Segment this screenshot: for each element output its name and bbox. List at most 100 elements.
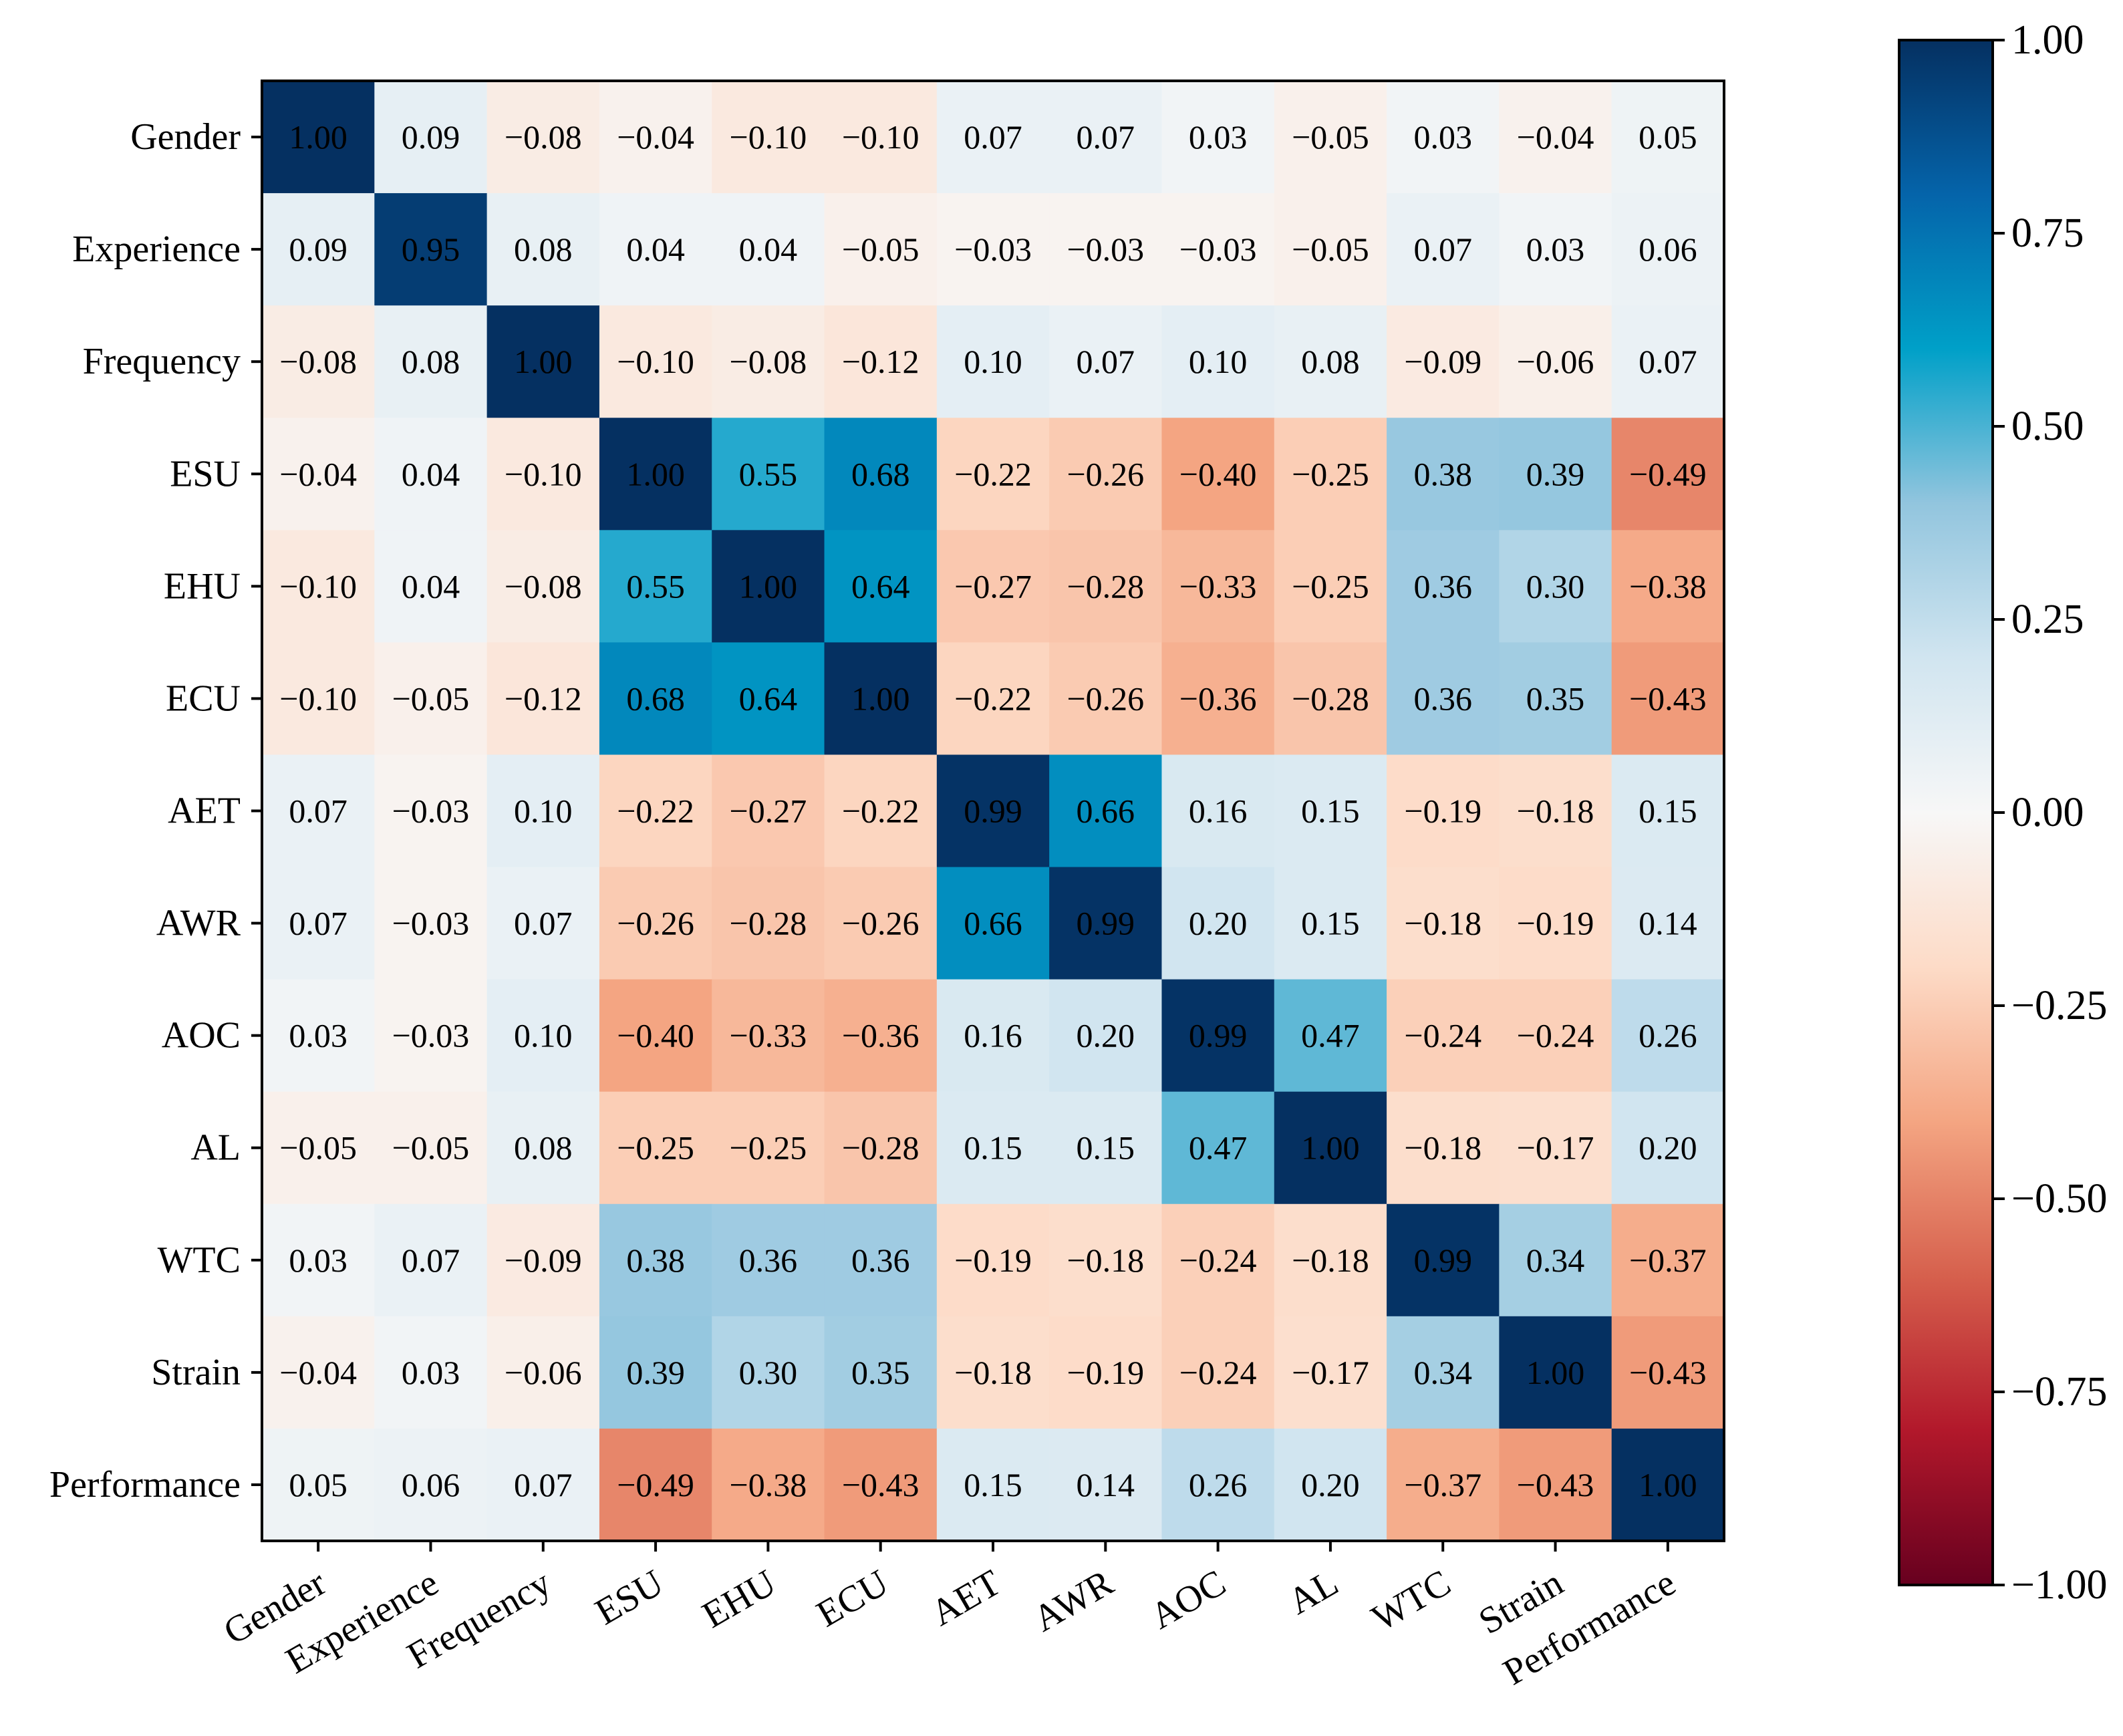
heatmap-cell-label: −0.28 (1292, 680, 1369, 717)
heatmap-cell (599, 642, 712, 756)
heatmap-cell (936, 867, 1050, 980)
heatmap-cell (1499, 867, 1612, 980)
heatmap-cell-label: −0.19 (1067, 1354, 1144, 1391)
x-tick-label: AOC (1143, 1562, 1232, 1638)
heatmap-cell (1611, 642, 1725, 756)
heatmap-cell (1387, 1203, 1500, 1317)
heatmap-cell (1611, 1091, 1725, 1205)
heatmap-cell (262, 418, 375, 531)
heatmap-cell (1274, 1203, 1387, 1317)
heatmap-cell-label: 0.47 (1301, 1017, 1360, 1054)
heatmap-cell-label: 0.15 (1077, 1129, 1135, 1167)
heatmap-cell (1387, 979, 1500, 1093)
heatmap-cell-label: 1.00 (1301, 1129, 1360, 1167)
heatmap-cell-label: −0.19 (1404, 792, 1481, 830)
heatmap-cell-label: 1.00 (1639, 1466, 1697, 1503)
heatmap-cell-label: 0.66 (1077, 792, 1135, 830)
heatmap-cell-label: 0.39 (1526, 455, 1585, 492)
heatmap-cell-label: 0.09 (402, 118, 460, 156)
heatmap-cell-label: 0.08 (514, 1129, 573, 1167)
heatmap-cell-label: −0.18 (1292, 1242, 1369, 1279)
heatmap-cell (1387, 193, 1500, 306)
heatmap-cell-label: 0.07 (964, 118, 1022, 156)
heatmap-cell-label: −0.08 (730, 343, 807, 380)
heatmap-cell (486, 754, 600, 868)
heatmap-cell (486, 1091, 600, 1205)
heatmap-cell-labels: 1.00 0.09 −0.08 −0.04 −0.10 −0.10 0.07 0.07 0.03… (279, 118, 1706, 1503)
heatmap-cell-label: 0.03 (402, 1354, 460, 1391)
heatmap-cell (486, 81, 600, 194)
heatmap-cell (1499, 305, 1612, 418)
y-tick-label: ECU (166, 678, 241, 719)
heatmap-cell (1049, 81, 1163, 194)
heatmap-cell-label: −0.25 (1292, 455, 1369, 492)
y-tick-label: Frequency (83, 341, 241, 382)
heatmap-cell (712, 81, 825, 194)
heatmap-cell (262, 81, 375, 194)
heatmap-cell (1499, 1428, 1612, 1542)
heatmap-cell (936, 193, 1050, 306)
heatmap-cell-label: 0.08 (1301, 343, 1360, 380)
heatmap-cell-label: −0.22 (954, 680, 1032, 717)
heatmap-cell (1274, 1428, 1387, 1542)
heatmap-cell (1611, 754, 1725, 868)
heatmap-cell (936, 305, 1050, 418)
heatmap-cell (824, 81, 938, 194)
x-tick-label: WTC (1365, 1562, 1458, 1640)
y-tick-label: AET (168, 790, 241, 832)
colorbar-tick-label: 1.00 (2011, 17, 2084, 63)
heatmap-cell (262, 305, 375, 418)
heatmap-cell (374, 305, 488, 418)
heatmap-cell (1161, 1203, 1275, 1317)
heatmap-cell (486, 867, 600, 980)
heatmap-cell-label: −0.38 (1629, 567, 1707, 605)
heatmap-cell-label: 0.26 (1639, 1017, 1697, 1054)
heatmap-cell (599, 979, 712, 1093)
heatmap-cell (1387, 1316, 1500, 1429)
heatmap-cell (1499, 979, 1612, 1093)
heatmap-cell (712, 867, 825, 980)
heatmap-cell (486, 979, 600, 1093)
heatmap-cell-label: 0.38 (1413, 455, 1472, 492)
heatmap-cell (1499, 418, 1612, 531)
heatmap-cell-label: −0.05 (279, 1129, 357, 1167)
heatmap-cell (1499, 642, 1612, 756)
heatmap-cell (1611, 305, 1725, 418)
heatmap-cell-label: −0.04 (279, 1354, 357, 1391)
x-tick-label: EHU (696, 1562, 783, 1636)
y-tick-label: AOC (162, 1015, 241, 1056)
heatmap-cell-label: 0.20 (1189, 905, 1248, 942)
heatmap-cell-label: 0.15 (964, 1466, 1022, 1503)
heatmap-cell (599, 867, 712, 980)
heatmap-cell-label: −0.10 (730, 118, 807, 156)
heatmap-cell-label: −0.28 (1067, 567, 1144, 605)
y-tick-label: AL (190, 1127, 241, 1169)
heatmap-cell-label: −0.22 (954, 455, 1032, 492)
heatmap-cell-label: −0.43 (842, 1466, 919, 1503)
heatmap-cell-label: −0.03 (954, 231, 1032, 268)
heatmap-cell (1611, 193, 1725, 306)
heatmap-cell-label: −0.33 (730, 1017, 807, 1054)
heatmap-cell-label: 0.04 (402, 455, 460, 492)
heatmap-cell (599, 1428, 712, 1542)
heatmap-cell-label: −0.10 (842, 118, 919, 156)
heatmap-cell-label: 0.07 (514, 1466, 573, 1503)
heatmap-cell-label: 0.55 (626, 567, 685, 605)
heatmap-cell (1274, 754, 1387, 868)
heatmap-cell-label: −0.10 (505, 455, 582, 492)
heatmap-cell (486, 305, 600, 418)
heatmap-cell (374, 81, 488, 194)
y-tick-label: WTC (158, 1240, 241, 1281)
heatmap-cell (262, 1203, 375, 1317)
heatmap-cell (1161, 418, 1275, 531)
heatmap-cell-label: 0.06 (1639, 231, 1697, 268)
heatmap-cell (1387, 867, 1500, 980)
heatmap-cell (712, 642, 825, 756)
heatmap-cell-label: 0.16 (964, 1017, 1022, 1054)
heatmap-cell (1161, 305, 1275, 418)
heatmap-cell-label: −0.10 (279, 680, 357, 717)
heatmap-cell-label: 0.04 (402, 567, 460, 605)
heatmap-cell-label: 0.35 (851, 1354, 910, 1391)
heatmap-cell (374, 530, 488, 643)
